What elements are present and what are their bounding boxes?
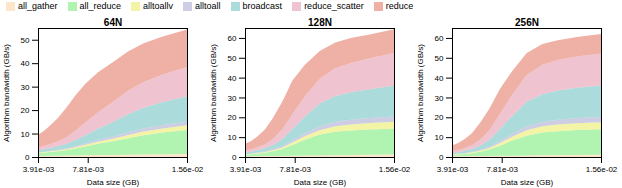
svg-text:0: 0	[439, 153, 444, 162]
svg-text:3.91e-03: 3.91e-03	[230, 165, 262, 174]
svg-text:30: 30	[228, 94, 237, 103]
svg-text:128N: 128N	[308, 17, 332, 28]
svg-text:40: 40	[435, 74, 444, 83]
svg-text:50: 50	[435, 54, 444, 63]
html-text:reduce: reduce	[385, 1, 414, 11]
svg-text:40: 40	[228, 74, 237, 83]
svg-text:0: 0	[232, 153, 237, 162]
html-text:broadcast: broadcast	[242, 1, 283, 11]
svg-text:Data size (GB): Data size (GB)	[87, 178, 140, 187]
svg-text:10: 10	[21, 130, 30, 139]
svg-text:10: 10	[228, 133, 237, 142]
svg-text:20: 20	[228, 113, 237, 122]
html-text:alltoallv: alltoallv	[143, 1, 174, 11]
svg-text:3.91e-03: 3.91e-03	[437, 165, 469, 174]
html-text:all_reduce: all_reduce	[79, 1, 122, 11]
svg-text:0: 0	[25, 153, 30, 162]
svg-text:7.81e-03: 7.81e-03	[486, 165, 518, 174]
svg-text:Algorithm bandwidth (GB/s): Algorithm bandwidth (GB/s)	[2, 44, 11, 142]
svg-text:10: 10	[435, 133, 444, 142]
svg-text:1.56e-02: 1.56e-02	[586, 165, 618, 174]
svg-text:7.81e-03: 7.81e-03	[279, 165, 311, 174]
svg-text:1.56e-02: 1.56e-02	[172, 165, 204, 174]
svg-text:64N: 64N	[104, 17, 122, 28]
svg-text:60: 60	[435, 34, 444, 43]
svg-text:50: 50	[21, 36, 30, 45]
svg-text:1.56e-02: 1.56e-02	[379, 165, 411, 174]
svg-text:30: 30	[21, 83, 30, 92]
svg-text:20: 20	[21, 106, 30, 115]
svg-text:Algorithm bandwidth (GB/s): Algorithm bandwidth (GB/s)	[209, 44, 218, 142]
html-text:alltoall: alltoall	[195, 1, 221, 11]
svg-text:256N: 256N	[515, 17, 539, 28]
svg-text:50: 50	[228, 54, 237, 63]
html-text:all_gather: all_gather	[18, 1, 58, 11]
svg-text:30: 30	[435, 94, 444, 103]
svg-text:60: 60	[228, 34, 237, 43]
html-text:reduce_scatter: reduce_scatter	[304, 1, 364, 11]
svg-text:Algorithm bandwidth (GB/s): Algorithm bandwidth (GB/s)	[416, 44, 425, 142]
svg-text:Data size (GB): Data size (GB)	[294, 178, 347, 187]
svg-text:7.81e-03: 7.81e-03	[72, 165, 104, 174]
svg-text:20: 20	[435, 113, 444, 122]
svg-text:3.91e-03: 3.91e-03	[23, 165, 55, 174]
svg-text:Data size (GB): Data size (GB)	[501, 178, 554, 187]
svg-text:40: 40	[21, 59, 30, 68]
